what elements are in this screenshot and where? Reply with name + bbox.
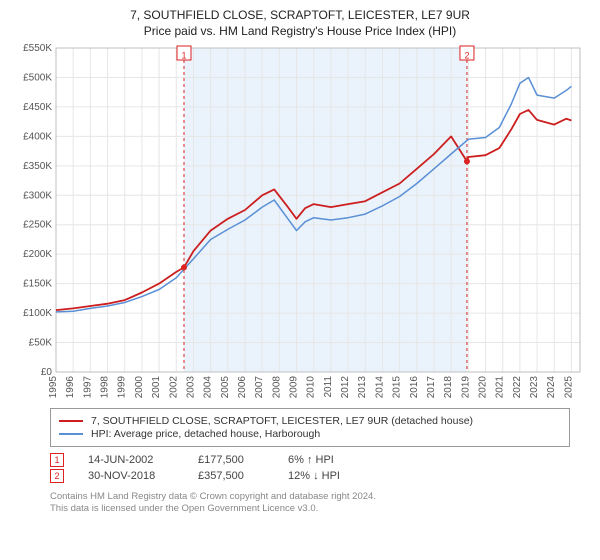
page-root: 7, SOUTHFIELD CLOSE, SCRAPTOFT, LEICESTE… <box>0 0 600 560</box>
svg-text:2006: 2006 <box>237 376 248 399</box>
svg-text:2024: 2024 <box>546 376 557 399</box>
footer-line-2: This data is licensed under the Open Gov… <box>50 503 590 515</box>
sales-list: 1 14-JUN-2002 £177,500 6% ↑ HPI 2 30-NOV… <box>50 453 590 483</box>
svg-text:2023: 2023 <box>529 376 540 399</box>
svg-text:2004: 2004 <box>203 376 214 399</box>
legend-row-property: 7, SOUTHFIELD CLOSE, SCRAPTOFT, LEICESTE… <box>59 415 561 427</box>
svg-text:2019: 2019 <box>460 376 471 399</box>
svg-text:2001: 2001 <box>151 376 162 399</box>
sale-pct-2: 12% ↓ HPI <box>288 470 408 482</box>
svg-text:1995: 1995 <box>48 376 59 399</box>
sale-marker-2-number: 2 <box>54 471 59 481</box>
svg-text:2009: 2009 <box>289 376 300 399</box>
svg-text:2025: 2025 <box>563 376 574 399</box>
svg-text:2: 2 <box>464 50 469 60</box>
svg-text:1997: 1997 <box>82 376 93 399</box>
chart-title-subtitle: Price paid vs. HM Land Registry's House … <box>10 24 590 38</box>
svg-text:2020: 2020 <box>478 376 489 399</box>
sale-marker-1-number: 1 <box>54 455 59 465</box>
svg-text:2008: 2008 <box>271 376 282 399</box>
svg-text:£250K: £250K <box>23 220 52 231</box>
svg-text:2021: 2021 <box>495 376 506 399</box>
svg-text:£450K: £450K <box>23 102 52 113</box>
svg-text:2005: 2005 <box>220 376 231 399</box>
svg-text:£200K: £200K <box>23 249 52 260</box>
svg-text:2010: 2010 <box>306 376 317 399</box>
svg-text:£500K: £500K <box>23 72 52 83</box>
svg-text:1999: 1999 <box>117 376 128 399</box>
legend-row-hpi: HPI: Average price, detached house, Harb… <box>59 428 561 440</box>
chart-area: 12£0£50K£100K£150K£200K£250K£300K£350K£4… <box>10 42 590 402</box>
svg-text:2016: 2016 <box>409 376 420 399</box>
svg-text:£150K: £150K <box>23 279 52 290</box>
sale-date-2: 30-NOV-2018 <box>88 470 198 482</box>
svg-text:1: 1 <box>181 50 186 60</box>
svg-text:2013: 2013 <box>357 376 368 399</box>
sale-date-1: 14-JUN-2002 <box>88 454 198 466</box>
svg-text:£350K: £350K <box>23 161 52 172</box>
svg-text:2007: 2007 <box>254 376 265 399</box>
sale-pct-1: 6% ↑ HPI <box>288 454 408 466</box>
sale-row-1: 1 14-JUN-2002 £177,500 6% ↑ HPI <box>50 453 590 467</box>
svg-text:£300K: £300K <box>23 190 52 201</box>
svg-text:1998: 1998 <box>100 376 111 399</box>
svg-text:£50K: £50K <box>29 338 53 349</box>
svg-text:£400K: £400K <box>23 131 52 142</box>
chart-title-address: 7, SOUTHFIELD CLOSE, SCRAPTOFT, LEICESTE… <box>10 8 590 22</box>
line-chart-svg: 12£0£50K£100K£150K£200K£250K£300K£350K£4… <box>10 42 590 402</box>
svg-text:2015: 2015 <box>392 376 403 399</box>
sale-price-2: £357,500 <box>198 470 288 482</box>
svg-text:2011: 2011 <box>323 376 334 398</box>
legend-swatch-property <box>59 420 83 422</box>
svg-text:2017: 2017 <box>426 376 437 399</box>
svg-text:2000: 2000 <box>134 376 145 399</box>
svg-text:2012: 2012 <box>340 376 351 399</box>
svg-text:2002: 2002 <box>168 376 179 399</box>
legend-label-hpi: HPI: Average price, detached house, Harb… <box>91 428 320 440</box>
legend-label-property: 7, SOUTHFIELD CLOSE, SCRAPTOFT, LEICESTE… <box>91 415 473 427</box>
footer-attribution: Contains HM Land Registry data © Crown c… <box>50 491 590 516</box>
footer-line-1: Contains HM Land Registry data © Crown c… <box>50 491 590 503</box>
sale-marker-2: 2 <box>50 469 64 483</box>
svg-text:2022: 2022 <box>512 376 523 399</box>
sale-row-2: 2 30-NOV-2018 £357,500 12% ↓ HPI <box>50 469 590 483</box>
legend-box: 7, SOUTHFIELD CLOSE, SCRAPTOFT, LEICESTE… <box>50 408 570 447</box>
svg-text:1996: 1996 <box>65 376 76 399</box>
sale-marker-1: 1 <box>50 453 64 467</box>
svg-text:2014: 2014 <box>374 376 385 399</box>
svg-text:2003: 2003 <box>185 376 196 399</box>
svg-text:2018: 2018 <box>443 376 454 399</box>
chart-title-block: 7, SOUTHFIELD CLOSE, SCRAPTOFT, LEICESTE… <box>10 8 590 38</box>
legend-swatch-hpi <box>59 433 83 435</box>
svg-text:£550K: £550K <box>23 43 52 54</box>
sale-price-1: £177,500 <box>198 454 288 466</box>
svg-text:£100K: £100K <box>23 308 52 319</box>
